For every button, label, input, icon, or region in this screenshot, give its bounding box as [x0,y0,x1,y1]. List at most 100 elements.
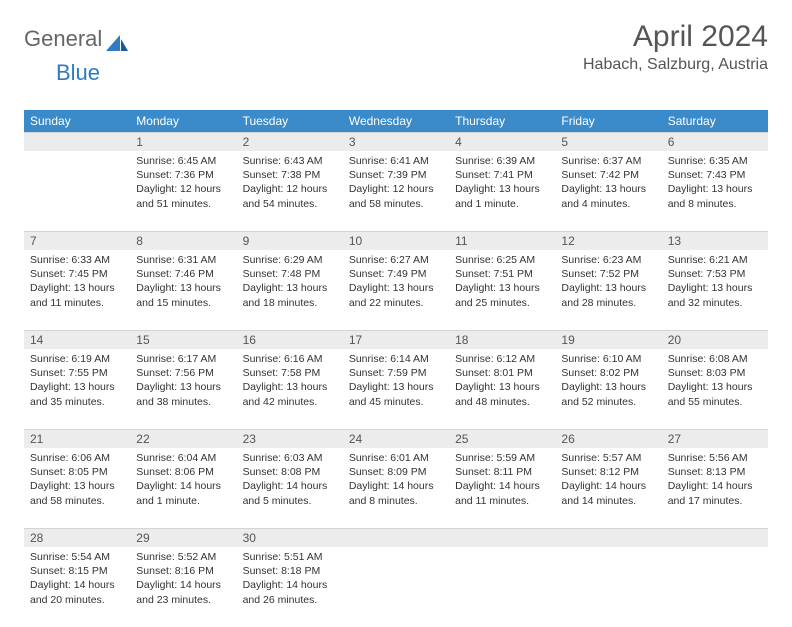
day-cell: Sunrise: 6:12 AMSunset: 8:01 PMDaylight:… [449,349,555,429]
sunrise-text: Sunrise: 6:43 AM [243,154,337,168]
sunrise-text: Sunrise: 6:12 AM [455,352,549,366]
sunrise-text: Sunrise: 5:56 AM [668,451,762,465]
day-detail: Sunrise: 6:06 AMSunset: 8:05 PMDaylight:… [24,448,130,514]
sunset-text: Sunset: 7:41 PM [455,168,549,182]
logo: General [24,20,130,52]
day-detail: Sunrise: 6:31 AMSunset: 7:46 PMDaylight:… [130,250,236,316]
day-cell: Sunrise: 6:21 AMSunset: 7:53 PMDaylight:… [662,250,768,330]
day-detail: Sunrise: 5:57 AMSunset: 8:12 PMDaylight:… [555,448,661,514]
sunset-text: Sunset: 7:55 PM [30,366,124,380]
sunset-text: Sunset: 7:51 PM [455,267,549,281]
day-number-cell: 9 [237,231,343,250]
day-detail: Sunrise: 6:16 AMSunset: 7:58 PMDaylight:… [237,349,343,415]
sunset-text: Sunset: 7:39 PM [349,168,443,182]
daynum-row: 21222324252627 [24,429,768,448]
daylight-text: Daylight: 13 hours and 4 minutes. [561,182,655,210]
sunset-text: Sunset: 8:09 PM [349,465,443,479]
day-cell: Sunrise: 5:52 AMSunset: 8:16 PMDaylight:… [130,547,236,627]
day-cell: Sunrise: 6:03 AMSunset: 8:08 PMDaylight:… [237,448,343,528]
day-number-cell: 12 [555,231,661,250]
day-number-cell: 30 [237,528,343,547]
daylight-text: Daylight: 14 hours and 5 minutes. [243,479,337,507]
sunset-text: Sunset: 7:43 PM [668,168,762,182]
day-number-cell [449,528,555,547]
daylight-text: Daylight: 13 hours and 42 minutes. [243,380,337,408]
day-number-cell: 19 [555,330,661,349]
sunset-text: Sunset: 8:06 PM [136,465,230,479]
sunset-text: Sunset: 7:42 PM [561,168,655,182]
sunset-text: Sunset: 8:12 PM [561,465,655,479]
day-detail: Sunrise: 6:12 AMSunset: 8:01 PMDaylight:… [449,349,555,415]
day-cell: Sunrise: 6:17 AMSunset: 7:56 PMDaylight:… [130,349,236,429]
day-detail: Sunrise: 6:10 AMSunset: 8:02 PMDaylight:… [555,349,661,415]
sunrise-text: Sunrise: 6:21 AM [668,253,762,267]
daylight-text: Daylight: 13 hours and 32 minutes. [668,281,762,309]
daylight-text: Daylight: 14 hours and 1 minute. [136,479,230,507]
day-cell: Sunrise: 6:23 AMSunset: 7:52 PMDaylight:… [555,250,661,330]
sunrise-text: Sunrise: 6:01 AM [349,451,443,465]
day-detail: Sunrise: 5:52 AMSunset: 8:16 PMDaylight:… [130,547,236,613]
day-number-cell: 13 [662,231,768,250]
day-detail: Sunrise: 6:37 AMSunset: 7:42 PMDaylight:… [555,151,661,217]
day-number-cell: 27 [662,429,768,448]
sunset-text: Sunset: 7:49 PM [349,267,443,281]
day-detail: Sunrise: 6:01 AMSunset: 8:09 PMDaylight:… [343,448,449,514]
sunrise-text: Sunrise: 5:54 AM [30,550,124,564]
week-row: Sunrise: 6:19 AMSunset: 7:55 PMDaylight:… [24,349,768,429]
day-cell: Sunrise: 5:56 AMSunset: 8:13 PMDaylight:… [662,448,768,528]
day-cell: Sunrise: 5:57 AMSunset: 8:12 PMDaylight:… [555,448,661,528]
sunset-text: Sunset: 7:59 PM [349,366,443,380]
day-number-cell: 3 [343,132,449,151]
day-cell: Sunrise: 6:43 AMSunset: 7:38 PMDaylight:… [237,151,343,231]
day-number-cell [343,528,449,547]
sunrise-text: Sunrise: 5:57 AM [561,451,655,465]
sunrise-text: Sunrise: 6:33 AM [30,253,124,267]
daylight-text: Daylight: 14 hours and 14 minutes. [561,479,655,507]
daylight-text: Daylight: 14 hours and 17 minutes. [668,479,762,507]
day-cell [343,547,449,627]
day-header: Wednesday [343,110,449,132]
day-detail: Sunrise: 5:51 AMSunset: 8:18 PMDaylight:… [237,547,343,613]
day-detail: Sunrise: 6:29 AMSunset: 7:48 PMDaylight:… [237,250,343,316]
sunset-text: Sunset: 8:02 PM [561,366,655,380]
day-cell [449,547,555,627]
logo-text-blue: Blue [56,60,792,86]
day-detail: Sunrise: 6:04 AMSunset: 8:06 PMDaylight:… [130,448,236,514]
day-number-cell [662,528,768,547]
daylight-text: Daylight: 14 hours and 26 minutes. [243,578,337,606]
week-row: Sunrise: 6:06 AMSunset: 8:05 PMDaylight:… [24,448,768,528]
day-number-cell: 29 [130,528,236,547]
sunrise-text: Sunrise: 6:31 AM [136,253,230,267]
week-row: Sunrise: 6:45 AMSunset: 7:36 PMDaylight:… [24,151,768,231]
day-detail: Sunrise: 5:56 AMSunset: 8:13 PMDaylight:… [662,448,768,514]
sunset-text: Sunset: 7:56 PM [136,366,230,380]
day-number-cell [555,528,661,547]
day-cell: Sunrise: 6:37 AMSunset: 7:42 PMDaylight:… [555,151,661,231]
day-number-cell: 25 [449,429,555,448]
daylight-text: Daylight: 13 hours and 8 minutes. [668,182,762,210]
day-detail: Sunrise: 6:39 AMSunset: 7:41 PMDaylight:… [449,151,555,217]
day-cell: Sunrise: 6:29 AMSunset: 7:48 PMDaylight:… [237,250,343,330]
day-detail: Sunrise: 5:59 AMSunset: 8:11 PMDaylight:… [449,448,555,514]
day-cell: Sunrise: 6:31 AMSunset: 7:46 PMDaylight:… [130,250,236,330]
sunrise-text: Sunrise: 6:39 AM [455,154,549,168]
day-detail: Sunrise: 6:23 AMSunset: 7:52 PMDaylight:… [555,250,661,316]
sunset-text: Sunset: 7:46 PM [136,267,230,281]
sunset-text: Sunset: 8:18 PM [243,564,337,578]
day-number-cell: 7 [24,231,130,250]
daynum-row: 282930 [24,528,768,547]
day-detail: Sunrise: 6:43 AMSunset: 7:38 PMDaylight:… [237,151,343,217]
daylight-text: Daylight: 12 hours and 54 minutes. [243,182,337,210]
daylight-text: Daylight: 13 hours and 45 minutes. [349,380,443,408]
day-detail: Sunrise: 6:21 AMSunset: 7:53 PMDaylight:… [662,250,768,316]
day-number-cell: 1 [130,132,236,151]
daylight-text: Daylight: 14 hours and 8 minutes. [349,479,443,507]
sunrise-text: Sunrise: 5:59 AM [455,451,549,465]
daylight-text: Daylight: 13 hours and 18 minutes. [243,281,337,309]
day-detail: Sunrise: 6:08 AMSunset: 8:03 PMDaylight:… [662,349,768,415]
day-number-cell: 2 [237,132,343,151]
sunset-text: Sunset: 8:01 PM [455,366,549,380]
day-number-cell: 17 [343,330,449,349]
day-number-cell: 18 [449,330,555,349]
day-number-cell: 8 [130,231,236,250]
